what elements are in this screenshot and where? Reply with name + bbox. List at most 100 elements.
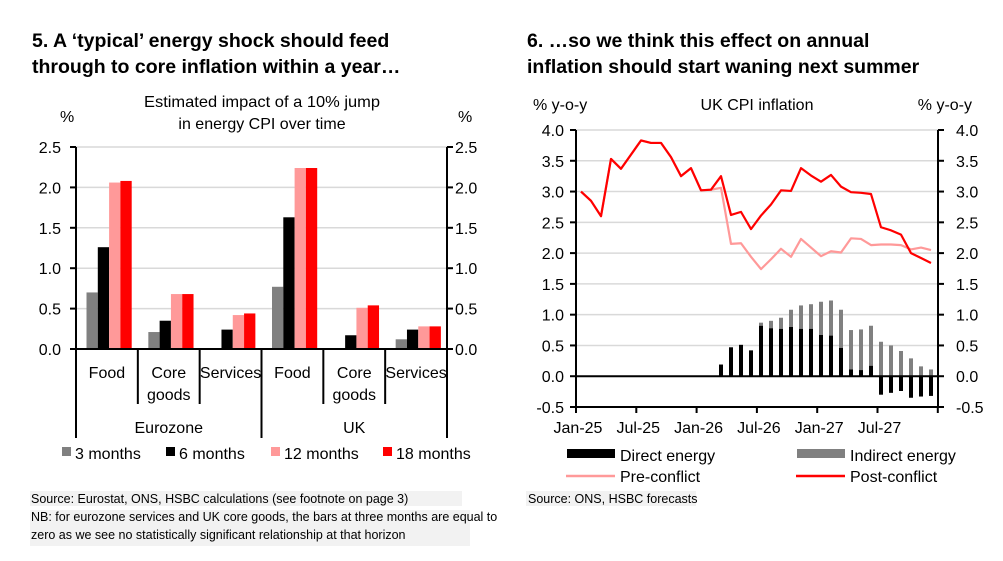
left-title-line-2: through to core inflation within a year…: [32, 56, 400, 78]
line-post-conflict: [580, 139, 932, 264]
legend-swatch-18-months: [383, 447, 392, 456]
bar-3-months-0: [86, 292, 98, 349]
bar-indirect-energy-25: [829, 300, 833, 336]
left-note-line-1: NB: for eurozone services and UK core go…: [31, 510, 497, 524]
bar-18-months-5: [429, 326, 441, 349]
bar-12-months-5: [418, 326, 430, 349]
y-tick-label-left: 0.0: [542, 369, 564, 386]
bar-3-months-5: [395, 339, 407, 349]
bar-6-months-2: [221, 329, 233, 349]
group-label: Eurozone: [135, 420, 204, 437]
x-tick-label: Jan-27: [795, 420, 844, 437]
source-highlight: [30, 491, 462, 506]
y-tick-label-right: 3.5: [956, 154, 978, 171]
y-tick-label-left: 3.0: [542, 185, 564, 202]
y-tick-label-left: -0.5: [536, 400, 564, 417]
bar-12-months-3: [294, 168, 306, 349]
bar-6-months-0: [97, 247, 110, 349]
y-tick-label-right: 1.0: [455, 261, 477, 278]
bar-direct-energy-24: [819, 334, 823, 377]
bar-indirect-energy-29: [869, 325, 873, 366]
y-tick-label-left: 1.5: [542, 277, 564, 294]
bar-18-months-3: [305, 168, 318, 349]
bar-direct-energy-15: [729, 347, 733, 377]
right-source: Source: ONS, HSBC forecasts: [528, 492, 698, 506]
bar-6-months-4: [345, 335, 357, 349]
category-label: goods: [332, 387, 376, 404]
bar-direct-energy-21: [789, 326, 793, 377]
group-label: UK: [343, 420, 366, 437]
y-tick-label-left: 1.0: [39, 261, 61, 278]
bar-6-months-5: [406, 329, 419, 349]
bar-12-months-4: [356, 307, 368, 349]
legend-label: 18 months: [396, 446, 471, 463]
category-label: Services: [385, 365, 446, 382]
y-tick-label-left: 1.5: [39, 221, 61, 238]
bar-indirect-energy-31: [889, 345, 893, 377]
y-tick-label-left: 2.5: [542, 215, 564, 232]
bar-direct-energy-18: [759, 325, 763, 377]
left-title-line-1: 5. A ‘typical’ energy shock should feed: [32, 30, 389, 52]
y-tick-label-right: 0.0: [455, 342, 477, 359]
bar-indirect-energy-34: [919, 366, 923, 377]
bar-indirect-energy-22: [799, 305, 803, 329]
bar-direct-energy-32: [899, 376, 903, 391]
y-tick-label-right: 4.0: [956, 123, 978, 140]
left-subtitle-line-1: Estimated impact of a 10% jump: [144, 94, 380, 111]
legend-label: 6 months: [179, 446, 245, 463]
bar-direct-energy-23: [809, 328, 813, 377]
x-tick-label: Jul-26: [737, 420, 781, 437]
bar-6-months-1: [159, 320, 171, 349]
y-tick-label-right: 0.0: [956, 369, 978, 386]
bar-direct-energy-22: [799, 328, 803, 377]
y-tick-label-right: 1.5: [455, 221, 477, 238]
category-label: goods: [147, 387, 191, 404]
y-tick-label-right: 1.5: [956, 277, 978, 294]
right-chart-left-y-label: % y-o-y: [533, 97, 587, 114]
bar-direct-energy-34: [919, 376, 923, 397]
bar-18-months-4: [367, 305, 380, 349]
bar-direct-energy-33: [909, 376, 913, 398]
bar-3-months-1: [148, 332, 160, 349]
bar-6-months-3: [283, 217, 295, 349]
y-tick-label-left: 2.5: [39, 140, 61, 157]
category-label: Services: [200, 365, 261, 382]
legend-label: Indirect energy: [850, 448, 956, 465]
left-note-line-2: zero as we see no statistically signific…: [31, 528, 406, 542]
bar-direct-energy-27: [849, 369, 853, 377]
y-tick-label-right: 0.5: [455, 302, 477, 319]
x-tick-label: Jul-25: [617, 420, 661, 437]
bar-indirect-energy-23: [809, 304, 813, 329]
y-tick-label-right: 3.0: [956, 185, 978, 202]
bar-direct-energy-25: [829, 335, 833, 377]
bar-12-months-2: [232, 315, 245, 349]
left-y-axis-label: %: [60, 109, 74, 126]
bar-12-months-1: [170, 294, 183, 349]
bar-direct-energy-29: [869, 365, 873, 377]
bar-indirect-energy-26: [839, 309, 843, 348]
bar-direct-energy-20: [779, 328, 783, 377]
legend-label: Post-conflict: [850, 469, 938, 486]
legend-swatch-indirect-energy: [797, 449, 845, 458]
bar-indirect-energy-32: [899, 350, 903, 377]
bar-direct-energy-14: [719, 364, 723, 377]
right-chart-subtitle: UK CPI inflation: [701, 97, 814, 114]
bar-18-months-0: [120, 180, 132, 349]
left-bar-chart: 0.0 0.0 0.5 0.5 1.0 1.0 1.5 1.5 2.0 2.0 2.5 2.5 Food…: [39, 140, 478, 463]
bar-indirect-energy-35: [929, 369, 933, 377]
y-tick-label-left: 4.0: [542, 123, 564, 140]
y-tick-label-left: 2.0: [542, 246, 564, 263]
right-title-line-1: 6. …so we think this effect on annual: [527, 30, 869, 52]
bar-indirect-energy-30: [879, 341, 883, 377]
bar-direct-energy-31: [889, 376, 893, 393]
bar-indirect-energy-24: [819, 301, 823, 335]
y-tick-label-right: 2.5: [455, 140, 477, 157]
note-highlight: [30, 510, 470, 546]
y-tick-label-left: 1.0: [542, 308, 564, 325]
right-y-axis-label: %: [458, 109, 472, 126]
category-label: Core: [151, 365, 186, 382]
bar-direct-energy-35: [929, 376, 933, 396]
legend-label: Direct energy: [620, 448, 715, 465]
bar-indirect-energy-20: [779, 317, 783, 329]
